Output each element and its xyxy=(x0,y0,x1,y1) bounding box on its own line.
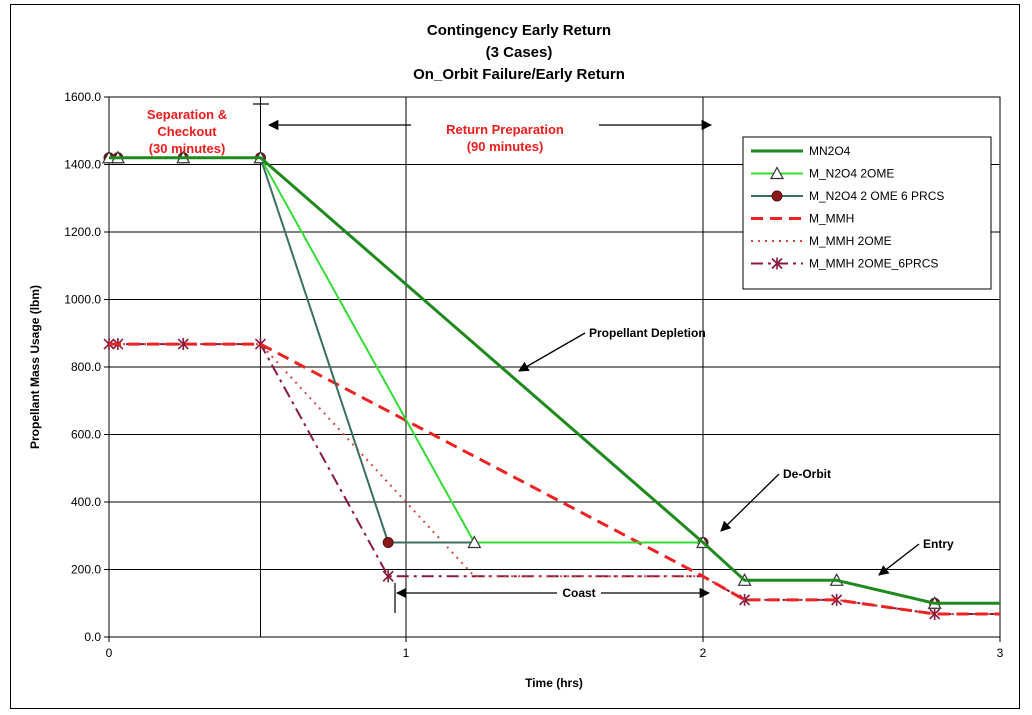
annotation-entry: Entry xyxy=(923,537,954,551)
y-tick-label: 600.0 xyxy=(71,428,101,442)
data-point xyxy=(382,570,394,583)
y-tick-label: 200.0 xyxy=(71,563,101,577)
annotation-return-prep-line-1: Return Preparation xyxy=(446,122,564,137)
y-tick-label: 1200.0 xyxy=(64,225,101,239)
legend-label: M_MMH xyxy=(809,212,854,226)
y-tick-label: 1400.0 xyxy=(64,158,101,172)
y-tick-label: 800.0 xyxy=(71,360,101,374)
legend-marker xyxy=(769,166,785,180)
legend-label: M_MMH 2OME xyxy=(809,234,892,248)
legend-item: M_MMH xyxy=(751,212,854,226)
chart-title-line-2: (3 Cases) xyxy=(486,44,553,61)
legend-item: MN2O4 xyxy=(751,144,851,158)
x-tick-label: 0 xyxy=(106,646,113,660)
de-orbit-arrow xyxy=(720,473,780,532)
annotations: Separation & Checkout (30 minutes) Retur… xyxy=(147,103,954,613)
annotation-separation-line-3: (30 minutes) xyxy=(149,141,226,156)
series-5 xyxy=(109,343,1000,615)
x-tick-label: 1 xyxy=(403,646,410,660)
y-axis-label: Propellant Mass Usage (lbm) xyxy=(28,285,42,449)
series-line xyxy=(109,156,1000,605)
propellant-depletion-arrow xyxy=(518,332,586,372)
x-tick-label: 3 xyxy=(997,646,1004,660)
annotation-return-prep-line-2: (90 minutes) xyxy=(467,139,544,154)
legend-label: M_N2O4 2 OME 6 PRCS xyxy=(809,189,944,203)
annotation-separation-line-1: Separation & xyxy=(147,107,227,122)
chart-svg: Contingency Early Return (3 Cases) On_Or… xyxy=(28,22,1004,690)
legend-item: M_MMH 2OME_6PRCS xyxy=(751,257,938,271)
x-tick-label: 2 xyxy=(700,646,707,660)
y-tick-label: 0.0 xyxy=(84,630,101,644)
legend-label: M_MMH 2OME_6PRCS xyxy=(809,257,938,271)
annotation-separation-line-2: Checkout xyxy=(157,124,217,139)
y-tick-label: 1000.0 xyxy=(64,293,101,307)
data-point xyxy=(929,608,941,621)
data-point xyxy=(382,537,394,548)
legend-marker xyxy=(771,257,783,270)
data-point xyxy=(177,338,189,351)
legend: MN2O4 M_N2O4 2OME M_N2O4 2 OME 6 PRCS M_MMH… xyxy=(742,136,992,290)
legend-label: M_N2O4 2OME xyxy=(809,167,894,181)
annotation-propellant-depletion: Propellant Depletion xyxy=(589,326,706,340)
series-1 xyxy=(109,156,1000,605)
data-series xyxy=(101,150,1000,621)
y-tick-label: 400.0 xyxy=(71,495,101,509)
annotation-coast: Coast xyxy=(562,586,595,600)
entry-arrow xyxy=(878,543,920,576)
x-axis-ticks: 0 1 2 3 xyxy=(106,637,1004,660)
legend-item: M_N2O4 2OME xyxy=(751,166,894,181)
legend-label: MN2O4 xyxy=(809,144,851,158)
series-line xyxy=(109,343,1000,615)
legend-marker xyxy=(771,190,783,202)
legend-item: M_MMH 2OME xyxy=(751,234,892,248)
annotation-de-orbit: De-Orbit xyxy=(783,467,831,481)
x-axis-label: Time (hrs) xyxy=(525,676,583,690)
chart-frame: Contingency Early Return (3 Cases) On_Or… xyxy=(10,4,1020,709)
y-axis-ticks: 0.0 200.0 400.0 600.0 800.0 1000.0 1200.0 1400.… xyxy=(64,90,109,644)
chart-title-line-1: Contingency Early Return xyxy=(427,22,611,39)
data-point xyxy=(467,535,482,549)
y-tick-label: 1600.0 xyxy=(64,90,101,104)
chart-title-line-3: On_Orbit Failure/Early Return xyxy=(413,66,625,83)
data-point xyxy=(831,593,843,606)
legend-item: M_N2O4 2 OME 6 PRCS xyxy=(751,189,944,203)
